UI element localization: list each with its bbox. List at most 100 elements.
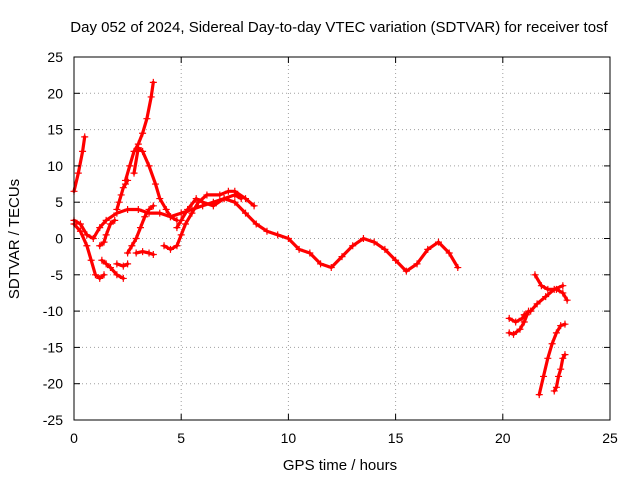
x-axis: 0 5 10 15 20 25 [70, 57, 618, 446]
data-point [147, 93, 155, 101]
data-point [552, 383, 560, 391]
series-track-19 [550, 351, 569, 395]
data-point [156, 195, 164, 203]
data-point [557, 365, 565, 373]
data-point [98, 256, 106, 264]
data-point [552, 329, 560, 337]
series-track-1 [70, 133, 89, 195]
data-point [518, 314, 526, 322]
data-point [128, 242, 136, 250]
y-axis-label: SDTVAR / TECUs [6, 179, 23, 299]
data-point [527, 307, 535, 315]
series-track-3 [70, 220, 108, 282]
data-point [136, 224, 144, 232]
data-point [132, 249, 140, 257]
data-point [306, 249, 314, 257]
data-point [119, 274, 127, 282]
data-point [74, 169, 82, 177]
data-point [317, 260, 325, 268]
data-point [349, 242, 357, 250]
data-point [231, 191, 239, 199]
data-point [445, 249, 453, 257]
data-point [139, 129, 147, 137]
series-track-8 [121, 78, 157, 184]
data-point [540, 372, 548, 380]
data-point [338, 253, 346, 261]
data-point [96, 274, 104, 282]
data-point [454, 264, 462, 272]
data-point [173, 242, 181, 250]
data-point [555, 372, 563, 380]
data-point [111, 216, 119, 224]
data-point [424, 245, 432, 253]
data-point [520, 311, 528, 319]
y-tick-label: 20 [47, 85, 63, 101]
data-point [250, 202, 258, 210]
data-point [102, 260, 110, 268]
data-point [76, 227, 84, 235]
data-point [113, 205, 121, 213]
data-point [413, 260, 421, 268]
data-point [162, 205, 170, 213]
data-point [139, 147, 147, 155]
grid [74, 57, 610, 420]
data-point [516, 325, 524, 333]
y-tick-label: 15 [47, 122, 63, 138]
data-point [284, 235, 292, 242]
x-tick-label: 20 [495, 430, 511, 446]
x-tick-label: 5 [177, 430, 185, 446]
data-point [141, 213, 149, 221]
data-point [561, 351, 569, 359]
data-point [156, 209, 164, 217]
data-point [113, 260, 121, 268]
data-point [106, 220, 114, 228]
series-track-10 [130, 144, 181, 224]
series-track-18 [535, 320, 569, 399]
data-point [173, 224, 181, 232]
y-tick-label: 5 [55, 194, 63, 210]
data-point [96, 224, 104, 232]
data-point [252, 220, 260, 228]
data-point [192, 195, 200, 203]
data-point [145, 162, 153, 170]
data-point [295, 245, 303, 253]
series-line [134, 250, 155, 257]
y-tick-label: -10 [43, 303, 63, 319]
data-point [557, 322, 565, 330]
data-point [119, 184, 127, 192]
data-point [552, 285, 560, 293]
data-point [402, 267, 410, 275]
data-point [392, 256, 400, 264]
data-point [544, 354, 552, 362]
data-point [166, 245, 174, 253]
series-track-9 [124, 202, 157, 257]
data-point [544, 285, 552, 293]
data-point [542, 293, 550, 301]
data-point [563, 296, 571, 304]
series-track-13 [173, 191, 245, 232]
data-point [561, 320, 569, 328]
data-point [117, 191, 125, 199]
series-line [533, 273, 569, 302]
data-point [121, 176, 129, 184]
x-tick-label: 25 [602, 430, 618, 446]
series-track-4 [96, 216, 119, 250]
x-tick-label: 15 [388, 430, 404, 446]
data-point [199, 198, 207, 206]
data-point [548, 340, 556, 348]
data-point [559, 289, 567, 297]
data-point [237, 195, 245, 203]
data-point [359, 235, 367, 242]
y-tick-label: 25 [47, 49, 63, 65]
series-track-6 [113, 176, 132, 213]
series-track-11 [132, 248, 157, 258]
data-point [124, 205, 132, 213]
series-track-7 [113, 260, 132, 270]
data-point [535, 391, 543, 399]
data-point [100, 238, 108, 246]
data-point [96, 242, 104, 250]
data-point [83, 231, 91, 239]
data-point [177, 231, 185, 239]
data-point [91, 271, 99, 279]
